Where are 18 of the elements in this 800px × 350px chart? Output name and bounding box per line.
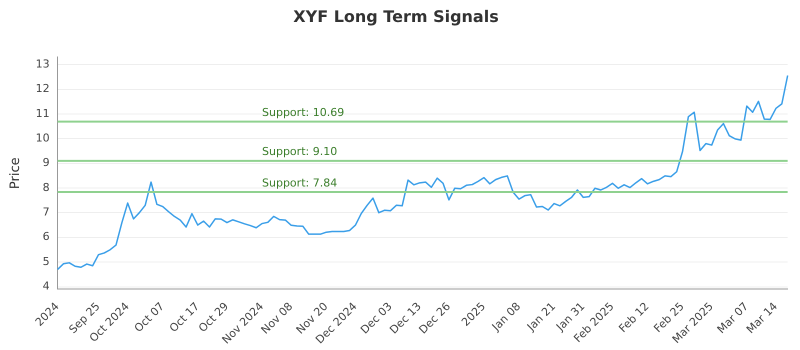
x-tick-label: Oct 07 bbox=[132, 300, 167, 335]
y-tick-label: 9 bbox=[42, 156, 50, 170]
ref-line-label: Support: 10.69 bbox=[262, 106, 344, 119]
y-tick-label: 6 bbox=[42, 230, 50, 244]
y-axis-title: Price bbox=[8, 157, 24, 190]
y-tick-label: 7 bbox=[42, 206, 50, 219]
x-tick-label: Feb 12 bbox=[616, 300, 652, 336]
y-tick-label: 8 bbox=[42, 180, 50, 194]
x-tick-label: Jan 08 bbox=[488, 300, 524, 334]
ref-line-label: Support: 7.84 bbox=[262, 176, 338, 190]
y-tick-label: 11 bbox=[36, 106, 50, 120]
y-tick-label: 4 bbox=[42, 280, 50, 293]
ref-line-label: Support: 9.10 bbox=[262, 145, 338, 158]
y-tick-label: 12 bbox=[36, 82, 50, 96]
chart-title: XYF Long Term Signals bbox=[293, 6, 499, 26]
y-tick-label: 5 bbox=[42, 254, 50, 268]
y-tick-label: 13 bbox=[36, 57, 50, 70]
y-tick-label: 10 bbox=[36, 132, 50, 145]
